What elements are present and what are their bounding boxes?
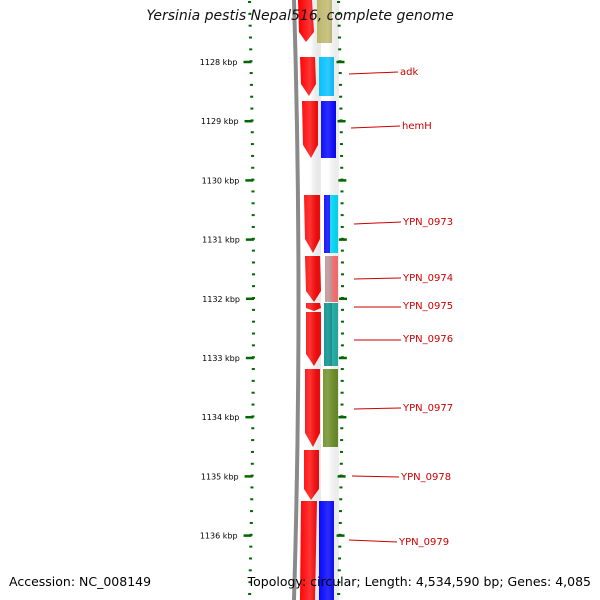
gene-label-ypn0977: YPN_0977	[402, 403, 453, 414]
gene-labels: adk hemH YPN_0973 YPN_0974 YPN_0975 YPN_…	[348, 67, 453, 548]
genome-backbone	[292, 0, 301, 600]
gene-label-adk: adk	[400, 67, 418, 78]
label-leader	[348, 539, 398, 543]
label-leader	[351, 475, 400, 478]
label-leader	[353, 221, 402, 225]
label-leader	[353, 277, 402, 280]
tick-label: 1128 kbp	[200, 58, 238, 67]
gene-label-ypn0979: YPN_0979	[398, 537, 449, 548]
cds-lane	[298, 0, 321, 600]
tick-label: 1130 kbp	[202, 176, 240, 185]
tick-label: 1134 kbp	[202, 413, 240, 422]
label-leader	[353, 407, 402, 410]
label-leader	[348, 71, 399, 75]
feature-lane	[317, 0, 339, 600]
gene-label-hemH: hemH	[402, 121, 432, 132]
tick-label: 1135 kbp	[201, 472, 239, 481]
topology-text: Topology: circular; Length: 4,534,590 bp…	[247, 574, 591, 589]
gene-label-ypn0974: YPN_0974	[402, 273, 453, 284]
tick-label: 1131 kbp	[202, 236, 240, 245]
gene-label-ypn0978: YPN_0978	[400, 472, 451, 483]
gene-label-ypn0976: YPN_0976	[402, 334, 453, 345]
gene-label-ypn0975: YPN_0975	[402, 301, 453, 312]
tick-label: 1129 kbp	[201, 117, 239, 126]
tick-label: 1136 kbp	[200, 532, 238, 541]
map-title: Yersinia pestis Nepal516, complete genom…	[146, 8, 454, 24]
feature-shading	[317, 0, 339, 600]
tick-label: 1133 kbp	[202, 354, 240, 363]
cds-shading	[299, 0, 321, 600]
label-leader	[350, 125, 401, 129]
gene-label-ypn0973: YPN_0973	[402, 217, 453, 228]
accession-text: Accession: NC_008149	[9, 574, 152, 589]
tick-label: 1132 kbp	[202, 295, 240, 304]
